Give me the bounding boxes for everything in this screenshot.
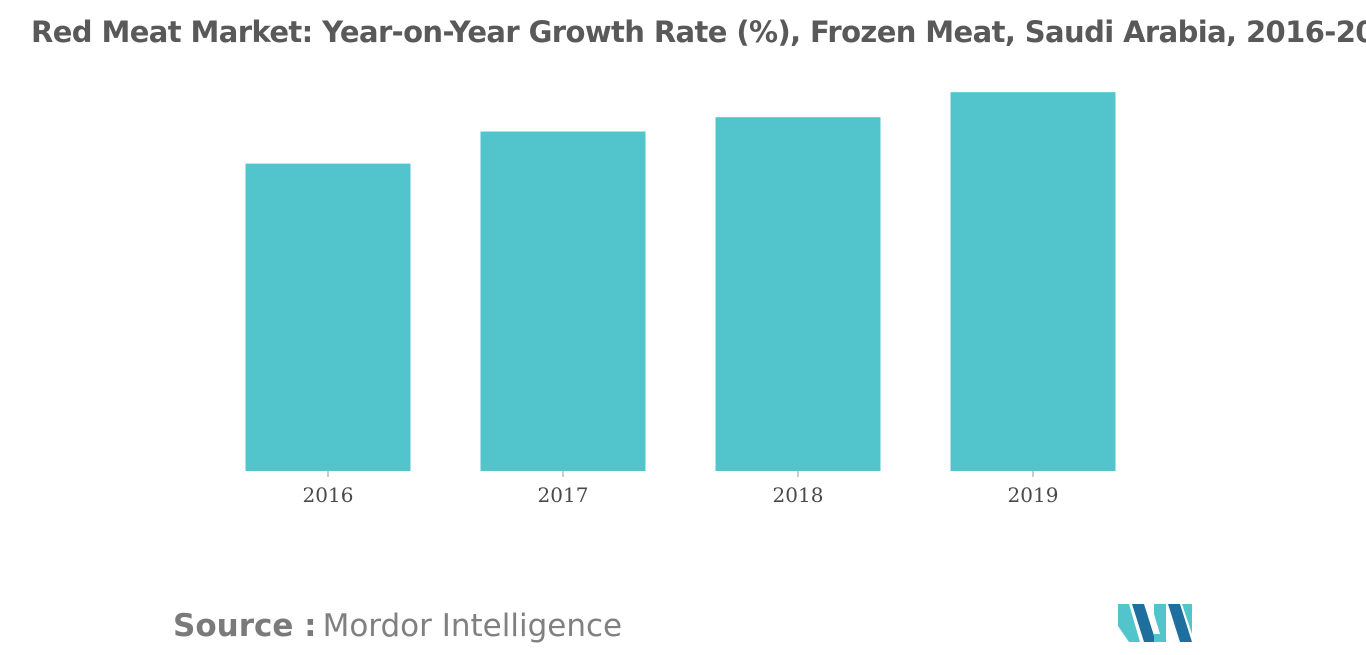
bar-2017: [480, 131, 646, 471]
logo-shape-mid-light: [1154, 604, 1166, 642]
bar-2016: [245, 163, 411, 471]
source-note: Source : Mordor Intelligence: [173, 606, 622, 646]
x-tick-label-2016: 2016: [303, 483, 354, 507]
bar-2018: [715, 117, 881, 471]
x-axis-ticks: 2016 2017 2018 2019: [303, 471, 1059, 507]
mordor-intelligence-logo-icon: [1118, 604, 1192, 642]
x-tick-label-2019: 2019: [1008, 483, 1059, 507]
logo-shape-left: [1118, 604, 1140, 642]
logo-shape-edge: [1182, 604, 1192, 634]
bar-chart: 2016 2017 2018 2019: [245, 92, 1116, 507]
source-label: Source :: [173, 608, 317, 644]
logo-shape-mid-dark: [1132, 604, 1156, 642]
bars-layer: [245, 92, 1116, 471]
logo-shape-right: [1168, 604, 1192, 642]
source-name: Mordor Intelligence: [322, 608, 623, 644]
x-tick-label-2017: 2017: [538, 483, 589, 507]
chart-title: Red Meat Market: Year-on-Year Growth Rat…: [31, 15, 1366, 49]
bar-2019: [950, 92, 1116, 471]
x-tick-label-2018: 2018: [773, 483, 824, 507]
